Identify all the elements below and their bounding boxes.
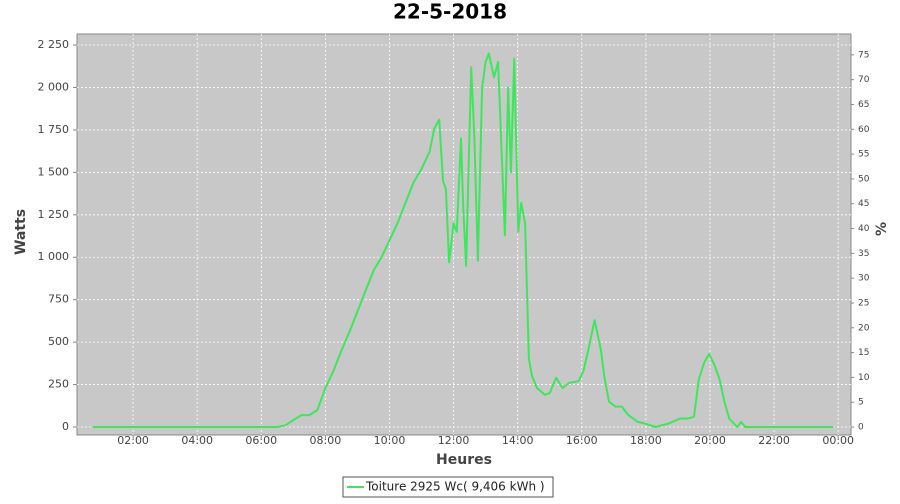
x-tick-label: 14:00 (502, 434, 534, 447)
y-tick-label: 1 000 (38, 250, 70, 263)
y-axis-label: Watts (13, 209, 29, 255)
y-tick-label: 2 250 (38, 38, 70, 51)
y2-tick-label: 0 (858, 423, 864, 433)
y-tick-label: 1 500 (38, 165, 70, 178)
legend-box (342, 476, 554, 498)
x-tick-label: 20:00 (694, 434, 726, 447)
y2-tick-label: 55 (858, 150, 869, 160)
x-tick-label: 08:00 (310, 434, 342, 447)
y2-tick-label: 60 (858, 125, 870, 135)
x-tick-label: 22:00 (758, 434, 790, 447)
y-tick-label: 750 (48, 293, 69, 306)
y2-tick-label: 70 (858, 75, 870, 85)
x-tick-label: 12:00 (438, 434, 470, 447)
legend (342, 476, 554, 498)
y2-tick-label: 30 (858, 274, 870, 284)
y2-tick-label: 45 (858, 199, 869, 209)
x-tick-label: 04:00 (181, 434, 213, 447)
y-tick-label: 1 250 (38, 208, 70, 221)
y-tick-label: 2 000 (38, 80, 70, 93)
x-axis-label: Heures (436, 452, 492, 468)
chart-title: 22-5-2018 (393, 0, 507, 24)
y2-tick-label: 65 (858, 100, 869, 110)
y2-tick-label: 40 (858, 224, 870, 234)
y2-tick-label: 15 (858, 348, 869, 358)
y2-tick-label: 5 (858, 398, 864, 408)
y2-tick-label: 20 (858, 323, 870, 333)
y2-tick-label: 10 (858, 373, 870, 383)
y2-axis-label: % (874, 222, 890, 236)
x-tick-label: 16:00 (566, 434, 598, 447)
y2-tick-label: 75 (858, 50, 869, 60)
y-tick-label: 1 750 (38, 123, 70, 136)
y-tick-label: 250 (48, 378, 69, 391)
y-tick-label: 500 (48, 335, 69, 348)
x-tick-label: 18:00 (630, 434, 662, 447)
x-tick-label: 06:00 (245, 434, 277, 447)
y-tick-label: 0 (62, 420, 69, 433)
legend-label: Toiture 2925 Wc( 9,406 kWh ) (365, 480, 545, 494)
y2-tick-label: 35 (858, 249, 869, 259)
line (93, 52, 834, 428)
x-tick-label: 10:00 (374, 434, 406, 447)
x-tick-label: 00:00 (822, 434, 854, 447)
y2-tick-label: 50 (858, 174, 870, 184)
x-tick-label: 02:00 (117, 434, 149, 447)
y2-tick-label: 25 (858, 298, 869, 308)
